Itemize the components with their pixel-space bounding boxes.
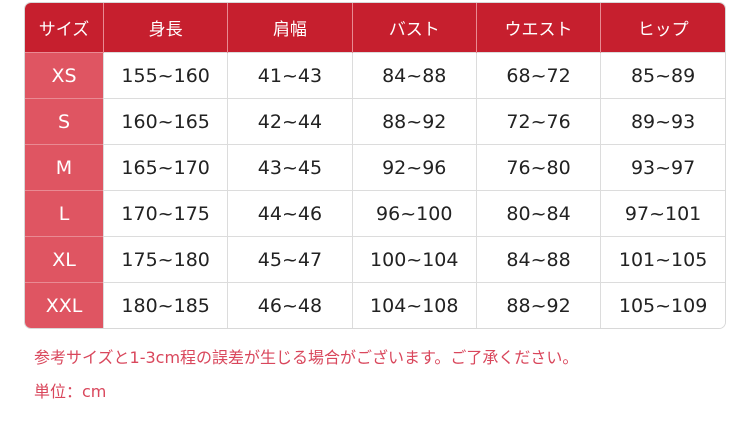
table-cell: 46~48 [227,282,353,328]
table-cell: 72~76 [475,98,601,145]
table-cell: 96~100 [351,190,477,237]
table-row: XXL 180~185 46~48 104~108 88~92 105~109 [25,282,725,328]
table-row: XL 175~180 45~47 100~104 84~88 101~105 [25,236,725,283]
table-row: S 160~165 42~44 88~92 72~76 89~93 [25,98,725,145]
table-cell: 165~170 [102,144,228,191]
table-cell: 89~93 [600,98,725,145]
table-cell: 160~165 [102,98,228,145]
size-label: XXL [25,282,104,328]
table-cell: 85~89 [600,52,725,99]
unit-note: 単位：cm [34,382,107,401]
table-row: XS 155~160 41~43 84~88 68~72 85~89 [25,52,725,99]
size-chart: サイズ 身長 肩幅 バスト ウエスト ヒップ XS 155~160 41~43 84~… [25,3,725,328]
header-bust: バスト [351,3,477,53]
table-cell: 45~47 [227,236,353,283]
header-hip: ヒップ [600,3,725,53]
table-cell: 104~108 [351,282,477,328]
table-row: L 170~175 44~46 96~100 80~84 97~101 [25,190,725,237]
table-cell: 175~180 [102,236,228,283]
table-cell: 76~80 [475,144,601,191]
table-cell: 43~45 [227,144,353,191]
table-cell: 84~88 [475,236,601,283]
table-cell: 93~97 [600,144,725,191]
header-waist: ウエスト [475,3,601,53]
table-cell: 105~109 [600,282,725,328]
size-label: XS [25,52,104,99]
header-row: サイズ 身長 肩幅 バスト ウエスト ヒップ [25,3,725,53]
table-cell: 180~185 [102,282,228,328]
table-cell: 68~72 [475,52,601,99]
table-cell: 80~84 [475,190,601,237]
table-cell: 155~160 [102,52,228,99]
size-label: XL [25,236,104,283]
header-height: 身長 [102,3,228,53]
table-cell: 100~104 [351,236,477,283]
size-label: L [25,190,104,237]
header-shoulder: 肩幅 [227,3,353,53]
table-cell: 101~105 [600,236,725,283]
table-cell: 97~101 [600,190,725,237]
table-cell: 44~46 [227,190,353,237]
table-cell: 170~175 [102,190,228,237]
table-cell: 84~88 [351,52,477,99]
size-label: S [25,98,104,145]
table-row: M 165~170 43~45 92~96 76~80 93~97 [25,144,725,191]
header-size: サイズ [25,3,104,53]
table-cell: 88~92 [475,282,601,328]
table-cell: 41~43 [227,52,353,99]
table-cell: 92~96 [351,144,477,191]
table-cell: 42~44 [227,98,353,145]
table-cell: 88~92 [351,98,477,145]
disclaimer-note: 参考サイズと1-3cm程の誤差が生じる場合がございます。ご了承ください。 [34,348,579,367]
size-label: M [25,144,104,191]
